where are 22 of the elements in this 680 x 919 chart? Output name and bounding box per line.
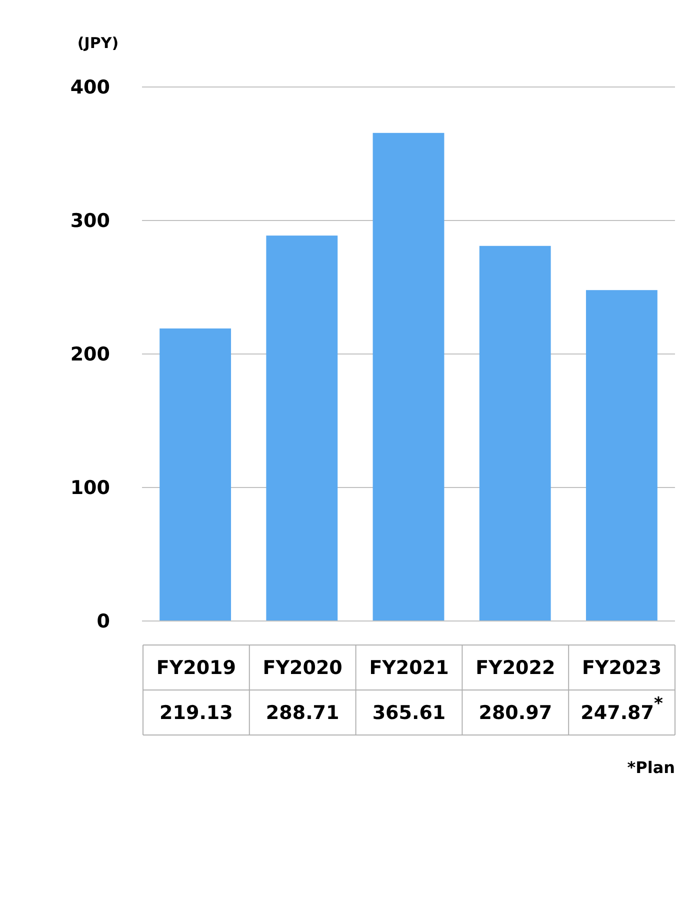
y-tick-label: 300 (70, 210, 110, 232)
bar (372, 132, 444, 621)
y-axis-title: (JPY) (77, 34, 119, 52)
text: *Plan (627, 758, 675, 777)
data-label: 219.13 (160, 702, 233, 724)
data-label: 247.87$^{*}$ (580, 694, 663, 724)
x-tick-label: FY2019 (156, 657, 236, 680)
x-tick-label: FY2022 (476, 657, 556, 680)
bar (266, 236, 338, 621)
x-tick-label: FY2023 (582, 657, 662, 680)
data-label: 365.61 (372, 702, 446, 724)
bar (160, 328, 232, 621)
x-tick-label: FY2020 (262, 657, 342, 680)
data-label: 288.71 (266, 702, 340, 724)
bar (586, 290, 658, 621)
y-tick-label: 0 (96, 610, 110, 633)
y-tick-label: 100 (70, 477, 110, 500)
x-tick-label: FY2021 (369, 657, 449, 680)
y-tick-label: 200 (70, 344, 110, 366)
bar (479, 246, 551, 621)
y-tick-label: 400 (70, 76, 110, 99)
data-label: 280.97 (478, 702, 552, 724)
